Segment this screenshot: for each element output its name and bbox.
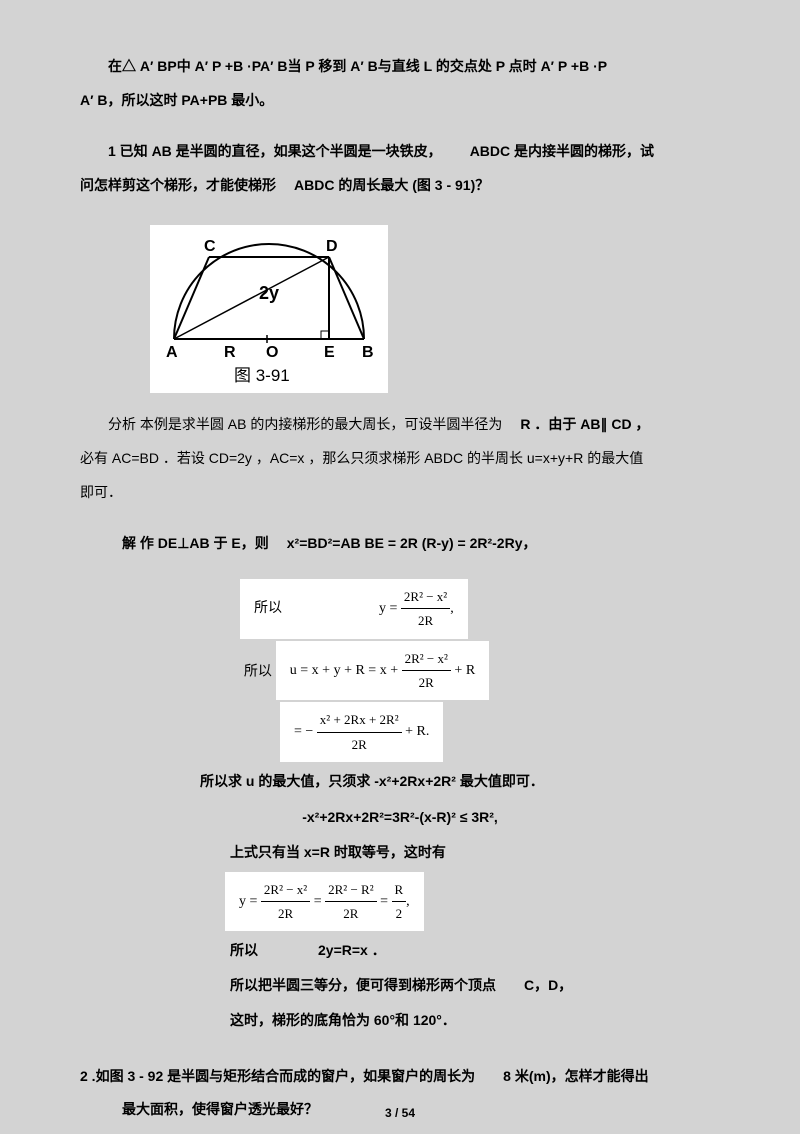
- so-angles: 这时，梯形的底角恰为 60°和 120°．: [80, 1005, 720, 1036]
- page-footer: 3 / 54: [0, 1106, 800, 1120]
- only-when: 上式只有当 x=R 时取等号，这时有: [80, 837, 720, 868]
- svg-text:R: R: [224, 344, 236, 361]
- svg-text:D: D: [326, 238, 338, 255]
- so-trisect: 所以把半圆三等分，便可得到梯形两个顶点C，D，: [80, 970, 720, 1001]
- paragraph-triangle-min: 在△ A′ BP中 A′ P +B ·PA′ B当 P 移到 A′ B与直线 L…: [80, 50, 720, 117]
- svg-text:C: C: [204, 238, 216, 255]
- svg-text:E: E: [324, 344, 335, 361]
- so-2y: 所以2y=R=x ．: [80, 935, 720, 966]
- eq-u2: = − x² + 2Rx + 2R²2R + R.: [280, 702, 720, 762]
- inequality: -x²+2Rx+2R²=3R²-(x-R)² ≤ 3R²,: [80, 803, 720, 831]
- figure-3-91: C D 2y A R O E B 图 3-91: [150, 225, 388, 393]
- svg-text:O: O: [266, 344, 278, 361]
- svg-text:2y: 2y: [259, 283, 279, 303]
- svg-text:A: A: [166, 344, 178, 361]
- svg-text:图 3-91: 图 3-91: [234, 366, 290, 385]
- eq-y-final: y = 2R² − x²2R = 2R² − R²2R = R2,: [225, 872, 720, 932]
- question-1: 1 已知 AB 是半圆的直径，如果这个半圆是一块铁皮，ABDC 是内接半圆的梯形…: [80, 135, 720, 202]
- question-2: 2 .如图 3 - 92 是半圆与矩形结合而成的窗户，如果窗户的周长为8 米(m…: [80, 1060, 720, 1094]
- svg-text:B: B: [362, 344, 374, 361]
- u-max-line: 所以求 u 的最大值，只须求 -x²+2Rx+2R² 最大值即可．: [80, 766, 720, 797]
- eq-u: 所以 u = x + y + R = x + 2R² − x²2R + R: [240, 641, 720, 701]
- analysis: 分析 本例是求半圆 AB 的内接梯形的最大周长，可设半圆半径为R ．由于 AB∥…: [80, 408, 720, 509]
- solution-line-1: 解 作 DE⊥AB 于 E，则x²=BD²=AB BE = 2R (R-y) =…: [80, 527, 720, 561]
- eq-y: 所以 y = 2R² − x²2R,: [240, 579, 720, 639]
